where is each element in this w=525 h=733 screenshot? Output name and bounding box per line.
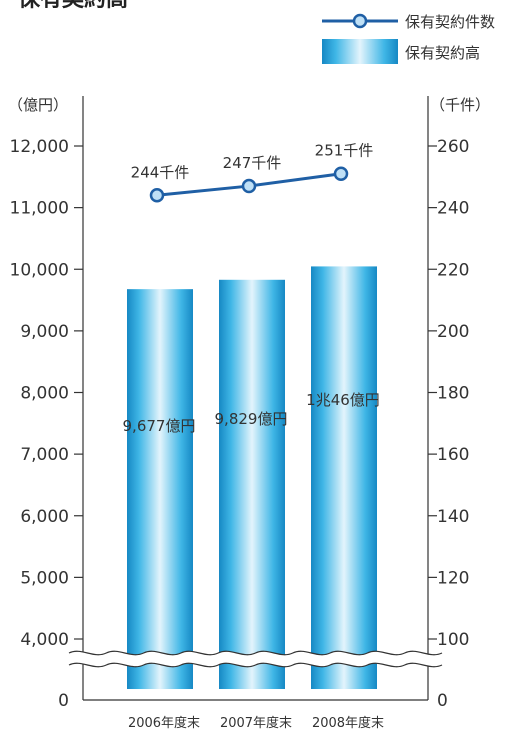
bar-value-label: 1兆46億円 (306, 391, 380, 409)
right-tick-label: 180 (437, 384, 469, 404)
bar-2008年度末 (311, 266, 377, 689)
right-tick-label: 0 (437, 691, 448, 711)
legend-line-marker (352, 13, 368, 29)
line-value-label: 247千件 (223, 154, 282, 172)
right-tick-label: 100 (437, 630, 469, 650)
axis-break-line (68, 662, 443, 668)
left-tick-label: 12,000 (10, 137, 69, 157)
bar-value-label: 9,677億円 (123, 417, 196, 435)
legend-line-label: 保有契約件数 (405, 13, 495, 31)
line-point (241, 178, 257, 194)
left-tick-label: 6,000 (20, 507, 69, 527)
left-tick-label: 4,000 (20, 630, 69, 650)
left-axis-unit: （億円） (8, 96, 68, 114)
right-tick-label: 260 (437, 137, 469, 157)
right-tick-label: 120 (437, 568, 469, 588)
right-tick-label: 160 (437, 445, 469, 465)
left-tick-label: 5,000 (20, 568, 69, 588)
left-tick-label: 11,000 (10, 199, 69, 219)
line-point (333, 166, 349, 181)
left-tick-label: 10,000 (10, 260, 69, 280)
bar-value-label: 9,829億円 (215, 410, 288, 428)
right-tick-label: 140 (437, 507, 469, 527)
legend-bar-swatch (322, 39, 398, 64)
right-tick-label: 220 (437, 260, 469, 280)
line-value-label: 244千件 (131, 163, 190, 181)
right-tick-label: 200 (437, 322, 469, 342)
left-tick-label: 7,000 (20, 445, 69, 465)
left-tick-label: 9,000 (20, 322, 69, 342)
legend-bar-label: 保有契約高 (405, 44, 480, 62)
category-label: 2006年度末 (128, 715, 200, 731)
right-tick-label: 240 (437, 199, 469, 219)
line-point (149, 188, 165, 203)
chart-title: 保有契約高 (17, 0, 128, 12)
axis-break-band (69, 651, 442, 667)
right-axis-unit: （千件） (430, 96, 490, 114)
axis-break-line (68, 650, 443, 656)
left-tick-label: 0 (58, 691, 69, 711)
bar-2006年度末 (127, 289, 193, 689)
category-label: 2007年度末 (220, 715, 292, 731)
category-label: 2008年度末 (312, 715, 384, 731)
line-value-label: 251千件 (315, 142, 374, 160)
left-tick-label: 8,000 (20, 384, 69, 404)
bar-2007年度末 (219, 279, 285, 689)
